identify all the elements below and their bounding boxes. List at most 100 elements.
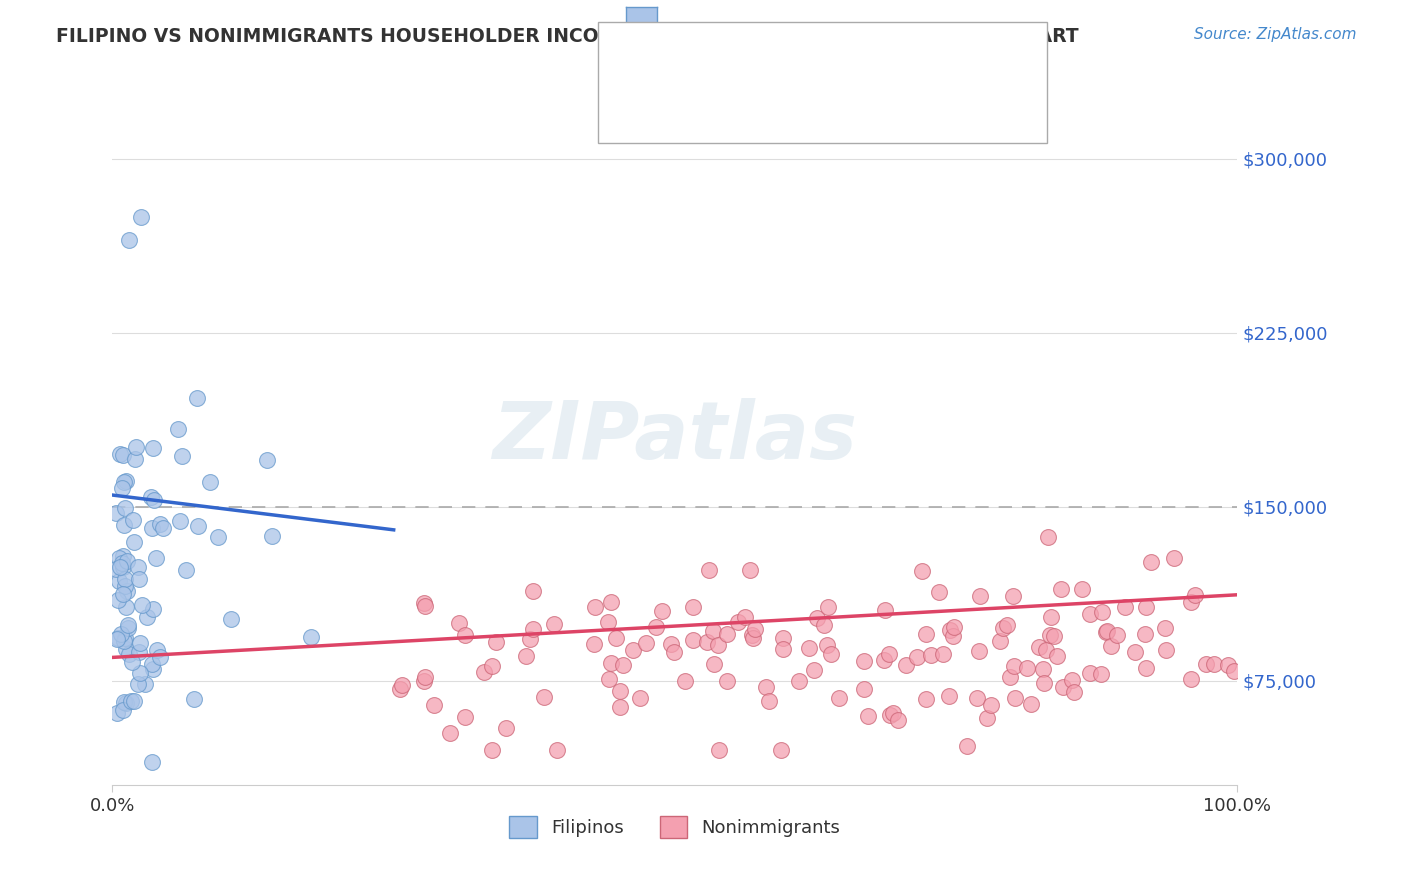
Point	[827, 690, 849, 705]
Point	[938, 690, 960, 704]
Point	[820, 647, 842, 661]
Point	[115, 599, 138, 614]
Point	[114, 579, 136, 593]
Point	[703, 657, 725, 671]
Point	[1218, 658, 1240, 673]
Point	[789, 674, 811, 689]
Point	[129, 636, 152, 650]
Point	[873, 603, 896, 617]
Point	[107, 550, 129, 565]
Point	[1135, 627, 1157, 641]
Point	[543, 617, 565, 632]
Point	[755, 681, 778, 695]
Point	[115, 584, 138, 599]
Point	[219, 612, 242, 626]
Point	[129, 665, 152, 680]
Point	[939, 624, 962, 638]
Point	[942, 629, 965, 643]
Point	[112, 475, 135, 489]
Text: N =: N =	[778, 25, 817, 43]
Point	[546, 743, 568, 757]
Point	[522, 583, 544, 598]
Point	[1052, 680, 1074, 694]
Point	[1135, 661, 1157, 675]
Point	[600, 595, 623, 609]
Point	[142, 602, 165, 616]
Point	[1180, 595, 1202, 609]
Point	[134, 677, 156, 691]
Point	[167, 422, 190, 436]
Point	[621, 643, 644, 657]
Point	[797, 641, 820, 656]
Point	[111, 559, 134, 574]
Point	[1180, 672, 1202, 686]
Point	[127, 677, 149, 691]
Point	[176, 563, 198, 577]
Point	[108, 574, 131, 588]
Point	[1078, 607, 1101, 621]
Point	[734, 610, 756, 624]
Point	[740, 563, 762, 577]
Text: 145: 145	[820, 83, 858, 101]
Point	[105, 506, 128, 520]
Point	[139, 490, 162, 504]
Point	[702, 624, 724, 639]
Point	[1028, 640, 1050, 655]
Point	[770, 743, 793, 757]
Point	[145, 551, 167, 566]
Point	[744, 623, 766, 637]
Point	[1043, 628, 1066, 642]
Point	[716, 626, 738, 640]
Point	[741, 631, 763, 645]
Text: R =: R =	[665, 83, 704, 101]
Point	[1000, 670, 1022, 684]
Point	[1033, 676, 1056, 690]
Point	[772, 642, 794, 657]
Point	[1123, 645, 1146, 659]
Point	[887, 713, 910, 727]
Point	[605, 632, 627, 646]
Point	[522, 622, 544, 636]
Point	[136, 610, 159, 624]
Point	[423, 698, 446, 712]
Point	[727, 615, 749, 629]
Point	[112, 518, 135, 533]
Point	[943, 620, 966, 634]
Point	[980, 698, 1002, 712]
Point	[128, 645, 150, 659]
Point	[207, 530, 229, 544]
Point	[1036, 530, 1059, 544]
Point	[141, 755, 163, 769]
Point	[966, 691, 988, 706]
Point	[1002, 590, 1025, 604]
Point	[915, 692, 938, 706]
Point	[600, 656, 623, 670]
Point	[915, 627, 938, 641]
Point	[1039, 628, 1062, 642]
Point	[1046, 648, 1069, 663]
Point	[879, 708, 901, 723]
Point	[969, 590, 991, 604]
Text: 0.311: 0.311	[707, 83, 763, 101]
Point	[413, 596, 436, 610]
Point	[967, 644, 990, 658]
Point	[117, 618, 139, 632]
Point	[644, 620, 666, 634]
Point	[852, 681, 875, 696]
Point	[149, 517, 172, 532]
Point	[391, 677, 413, 691]
Point	[105, 632, 128, 646]
Point	[105, 706, 128, 720]
Point	[141, 657, 163, 671]
Point	[1090, 667, 1112, 681]
Point	[120, 694, 142, 708]
Point	[111, 549, 134, 563]
Point	[127, 559, 149, 574]
Point	[169, 514, 191, 528]
Point	[485, 634, 508, 648]
Point	[129, 210, 152, 224]
Point	[124, 451, 146, 466]
Point	[111, 481, 134, 495]
Point	[146, 642, 169, 657]
Point	[114, 696, 136, 710]
